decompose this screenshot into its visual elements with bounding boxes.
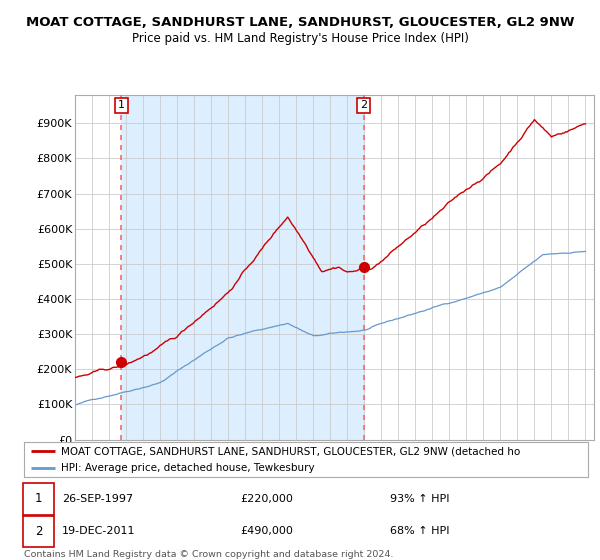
Text: 1: 1 xyxy=(35,492,42,506)
Text: Price paid vs. HM Land Registry's House Price Index (HPI): Price paid vs. HM Land Registry's House … xyxy=(131,32,469,45)
Text: 26-SEP-1997: 26-SEP-1997 xyxy=(62,494,133,504)
Text: 2: 2 xyxy=(360,100,367,110)
Text: MOAT COTTAGE, SANDHURST LANE, SANDHURST, GLOUCESTER, GL2 9NW (detached ho: MOAT COTTAGE, SANDHURST LANE, SANDHURST,… xyxy=(61,446,520,456)
Text: 68% ↑ HPI: 68% ↑ HPI xyxy=(390,526,449,536)
Text: 1: 1 xyxy=(118,100,125,110)
Text: £220,000: £220,000 xyxy=(240,494,293,504)
Text: 2: 2 xyxy=(35,525,42,538)
Bar xyxy=(121,95,364,440)
Text: Contains HM Land Registry data © Crown copyright and database right 2024.
This d: Contains HM Land Registry data © Crown c… xyxy=(24,550,394,560)
Text: HPI: Average price, detached house, Tewkesbury: HPI: Average price, detached house, Tewk… xyxy=(61,464,314,473)
Text: 19-DEC-2011: 19-DEC-2011 xyxy=(62,526,136,536)
Text: MOAT COTTAGE, SANDHURST LANE, SANDHURST, GLOUCESTER, GL2 9NW: MOAT COTTAGE, SANDHURST LANE, SANDHURST,… xyxy=(26,16,574,29)
Text: 93% ↑ HPI: 93% ↑ HPI xyxy=(390,494,449,504)
Text: £490,000: £490,000 xyxy=(240,526,293,536)
